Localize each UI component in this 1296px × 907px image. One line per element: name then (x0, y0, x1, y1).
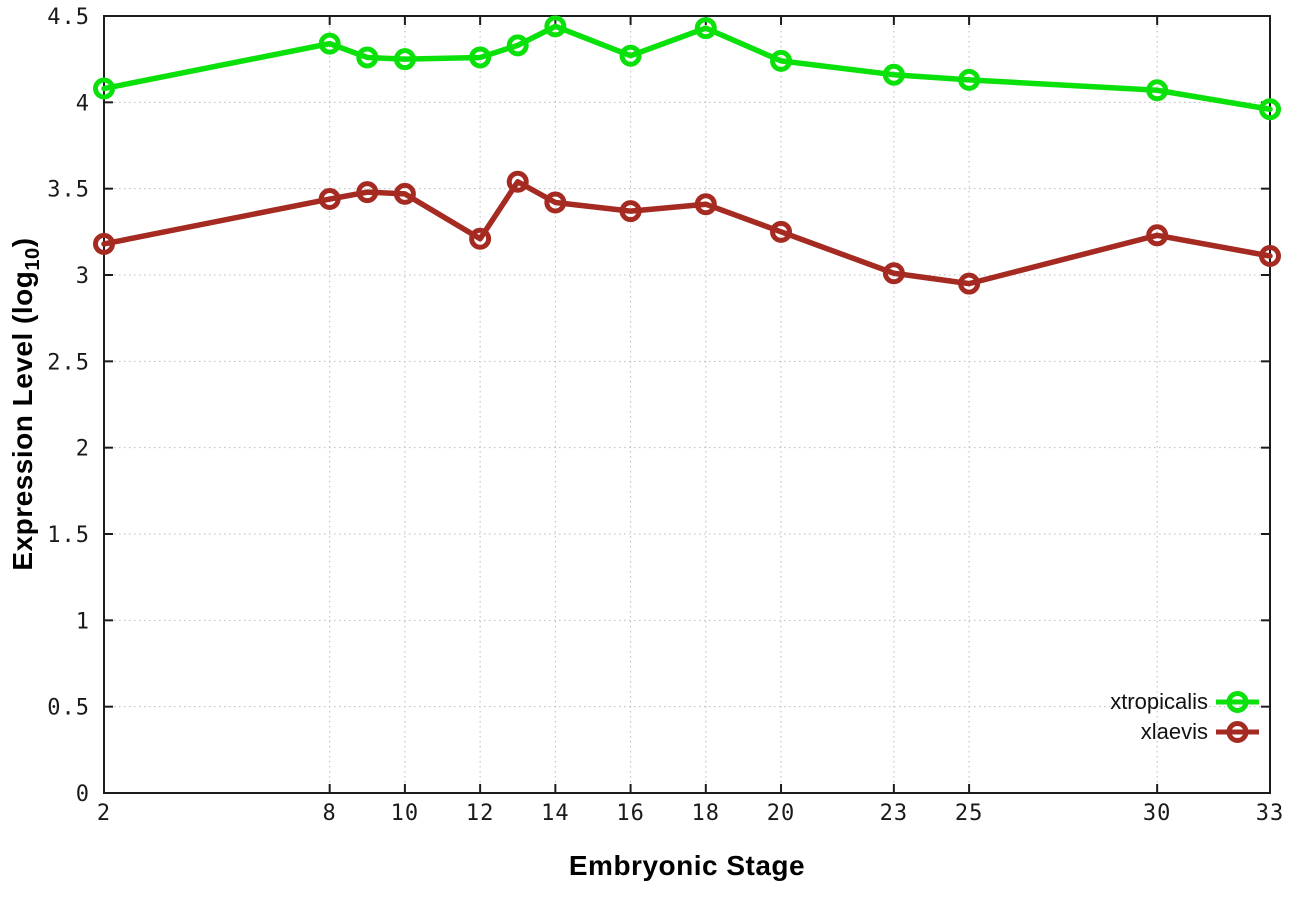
legend-label-xtropicalis: xtropicalis (1110, 689, 1208, 714)
x-tick-label: 30 (1143, 801, 1172, 826)
series-line-xlaevis (101, 179, 1273, 287)
data-point-xtropicalis (93, 77, 115, 100)
y-axis-title-close: ) (6, 237, 38, 248)
tick-labels: 2 8 10 12 14 16 18 20 23 25 30 33 0 0.5 1 1.5 2 2.5 3 3.5 4 4… (47, 5, 1285, 826)
data-point-xtropicalis (958, 68, 981, 91)
legend-markers (1216, 691, 1259, 743)
legend-label-xlaevis: xlaevis (1140, 719, 1208, 744)
data-point-xtropicalis (469, 46, 492, 69)
x-tick-label: 25 (955, 801, 984, 826)
y-tick-label: 4.5 (47, 5, 90, 30)
data-point-xtropicalis (882, 63, 905, 86)
legend-marker-xtropicalis (1226, 691, 1249, 713)
data-point-xtropicalis (1146, 79, 1169, 102)
y-tick-label: 3.5 (47, 178, 90, 203)
y-tick-label: 1.5 (47, 523, 90, 548)
data-point-xlaevis (356, 181, 379, 204)
data-point-xlaevis (694, 193, 717, 216)
data-point-xlaevis (318, 188, 341, 211)
data-point-xlaevis (506, 170, 529, 193)
data-point-xtropicalis (356, 46, 379, 69)
y-axis-title-subscript: 10 (22, 247, 45, 271)
data-point-xlaevis (93, 232, 115, 255)
tick-marks (103, 15, 1271, 794)
data-point-xlaevis (393, 182, 416, 205)
data-point-xtropicalis (1259, 98, 1281, 121)
series-xlaevis (93, 170, 1281, 295)
data-point-xlaevis (1259, 245, 1281, 268)
data-point-xtropicalis (544, 15, 567, 38)
y-tick-label: 1 (76, 609, 90, 634)
data-point-xtropicalis (694, 17, 717, 40)
data-point-xlaevis (958, 272, 981, 295)
x-tick-label: 20 (767, 801, 796, 826)
series-line-xtropicalis (101, 23, 1273, 112)
x-tick-label: 18 (692, 801, 721, 826)
plot-border (103, 15, 1271, 794)
y-axis-title: Expression Level (log10) (7, 237, 45, 570)
y-axis-title-main: Expression Level (log (6, 270, 38, 571)
grid-layer (104, 16, 1270, 793)
y-tick-label: 4 (76, 91, 90, 116)
x-tick-label: 8 (323, 801, 337, 826)
x-axis-title: Embryonic Stage (568, 850, 806, 881)
data-point-xtropicalis (318, 32, 341, 55)
y-tick-label: 0 (76, 782, 90, 807)
data-point-xtropicalis (506, 34, 529, 57)
x-tick-label: 23 (880, 801, 909, 826)
data-point-xtropicalis (619, 44, 642, 67)
data-point-xlaevis (882, 262, 905, 285)
y-tick-label: 3 (76, 264, 90, 289)
x-tick-label: 14 (541, 801, 570, 826)
x-tick-label: 33 (1256, 801, 1285, 826)
data-point-xlaevis (469, 227, 492, 250)
data-point-xlaevis (770, 220, 793, 243)
data-point-xtropicalis (770, 49, 793, 72)
y-tick-label: 0.5 (47, 696, 90, 721)
legend-marker-xlaevis (1226, 721, 1249, 743)
x-tick-label: 12 (466, 801, 495, 826)
y-tick-label: 2.5 (47, 350, 90, 375)
data-point-xlaevis (619, 200, 642, 223)
data-point-xlaevis (544, 191, 567, 214)
x-tick-label: 10 (391, 801, 420, 826)
x-tick-label: 16 (616, 801, 645, 826)
y-tick-label: 2 (76, 437, 90, 462)
data-point-xlaevis (1146, 224, 1169, 247)
series-xtropicalis (93, 15, 1281, 121)
x-tick-label: 2 (97, 801, 111, 826)
data-point-xtropicalis (393, 48, 416, 71)
